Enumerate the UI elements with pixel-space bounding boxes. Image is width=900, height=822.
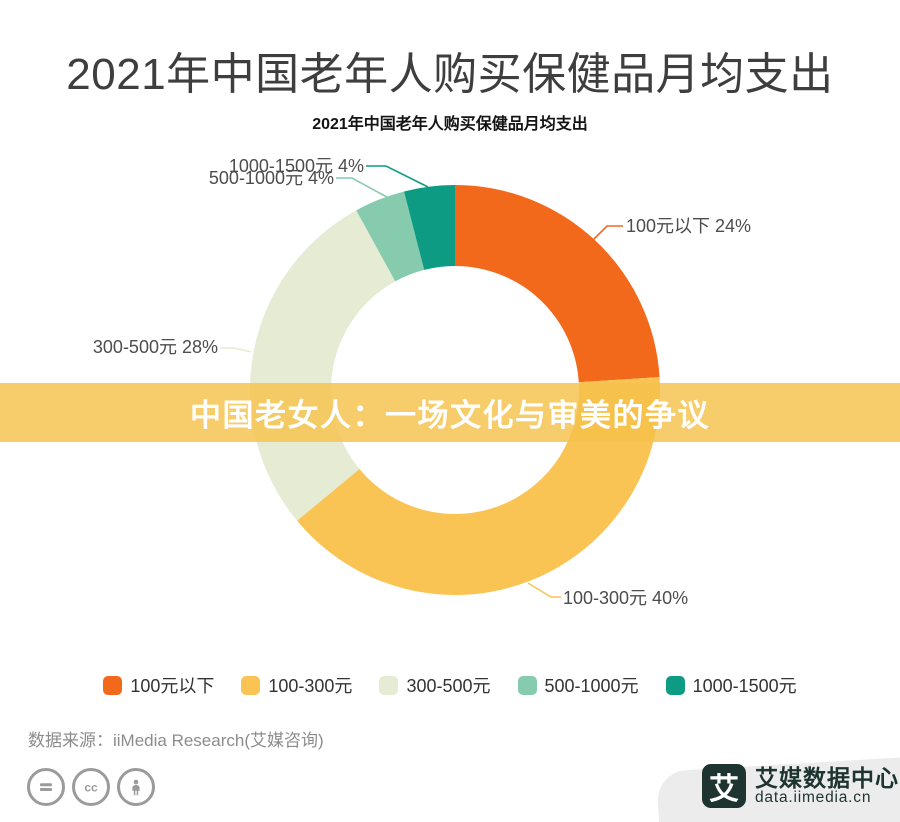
iimedia-logo-icon: 艾	[702, 764, 746, 808]
legend-item: 300-500元	[379, 672, 491, 698]
overlay-banner: 中国老女人：一场文化与审美的争议	[0, 383, 900, 442]
donut-slice	[250, 210, 396, 521]
legend-label: 500-1000元	[544, 676, 639, 696]
slice-callout-500-1000: 500-1000元 4%	[208, 168, 334, 188]
legend-swatch	[241, 675, 261, 695]
legend-item: 500-1000元	[517, 672, 639, 698]
legend-swatch	[379, 675, 399, 695]
legend-item: 100-300元	[241, 672, 352, 698]
callout-leader-line	[527, 582, 561, 598]
callout-leader-line	[591, 225, 623, 242]
donut-slice	[455, 185, 660, 383]
data-source: 数据来源：iiMedia Research(艾媒咨询)	[28, 731, 324, 750]
donut-slice	[404, 185, 455, 270]
chart-subtitle: 2021年中国老年人购买保健品月均支出	[312, 116, 588, 133]
slice-callout-1000-1500: 1000-1500元 4%	[228, 156, 364, 176]
slice-callout-100-300: 100-300元 40%	[563, 588, 689, 608]
slice-callout-300-500: 300-500元 28%	[92, 337, 218, 357]
donut-slice	[356, 191, 425, 282]
equals-icon	[27, 768, 65, 806]
legend-item: 100元以下	[103, 672, 214, 698]
slice-callout-under-100: 100元以下 24%	[626, 216, 752, 236]
callout-leader-line	[336, 177, 397, 203]
brand-url: data.iimedia.cn	[755, 788, 872, 806]
page-title: 2021年中国老年人购买保健品月均支出	[66, 50, 834, 99]
overlay-banner-text: 中国老女人：一场文化与审美的争议	[190, 398, 710, 433]
legend-swatch	[665, 675, 685, 695]
person-icon	[117, 768, 155, 806]
chart-legend: 100元以下 100-300元 300-500元 500-1000元 1000-…	[0, 672, 900, 698]
license-icons: cc	[27, 768, 155, 806]
legend-label: 100-300元	[268, 676, 353, 696]
brand-name: 艾媒数据中心	[755, 764, 899, 791]
legend-label: 100元以下	[130, 676, 215, 696]
brand-block: 艾 艾媒数据中心 data.iimedia.cn	[702, 764, 899, 808]
svg-text:cc: cc	[84, 781, 98, 795]
callout-leader-line	[366, 165, 429, 188]
callout-leader-line	[220, 347, 252, 353]
legend-label: 1000-1500元	[692, 676, 797, 696]
legend-label: 300-500元	[406, 676, 491, 696]
legend-swatch	[517, 675, 537, 695]
legend-swatch	[103, 675, 123, 695]
donut-slice	[297, 377, 660, 595]
cc-icon: cc	[72, 768, 110, 806]
legend-item: 1000-1500元	[665, 672, 797, 698]
